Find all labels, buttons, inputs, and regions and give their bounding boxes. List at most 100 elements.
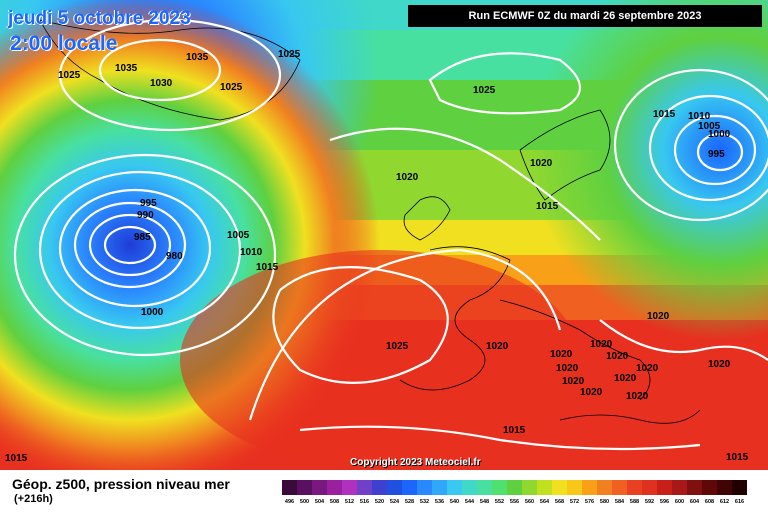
scale-swatch [642,480,657,495]
pressure-label: 1020 [636,363,659,374]
pressure-label: 1020 [606,351,629,362]
scale-swatch [522,480,537,495]
scale-swatch [312,480,327,495]
scale-swatch [462,480,477,495]
pressure-label: 1015 [503,425,526,436]
scale-swatch [357,480,372,495]
scale-value: 508 [329,499,340,505]
scale-value: 604 [689,499,700,505]
pressure-label: 1035 [115,63,138,74]
pressure-label: 1015 [5,453,28,464]
pressure-label: 980 [166,251,183,262]
scale-swatch [612,480,627,495]
pressure-label: 1015 [653,109,676,120]
pressure-label: 1020 [550,349,573,360]
pressure-label: 995 [140,198,157,209]
scale-value: 536 [434,499,445,505]
pressure-label: 1030 [150,78,173,89]
scale-swatch [447,480,462,495]
scale-swatch [477,480,492,495]
scale-value: 552 [494,499,505,505]
scale-swatch [342,480,357,495]
pressure-label: 1010 [688,111,711,122]
scale-swatch [282,480,297,495]
pressure-label: 985 [134,232,151,243]
scale-swatch [732,480,747,495]
scale-value: 564 [539,499,550,505]
scale-value: 576 [584,499,595,505]
pressure-label: 1020 [708,359,731,370]
pressure-label: 1020 [647,311,670,322]
scale-swatch [552,480,567,495]
scale-value: 496 [284,499,295,505]
scale-value: 540 [449,499,460,505]
pressure-label: 1020 [562,376,585,387]
pressure-label: 1005 [227,230,250,241]
pressure-label: 1000 [141,307,164,318]
forecast-time: 2:00 locale [10,32,118,55]
scale-swatch [717,480,732,495]
pressure-label: 990 [137,210,154,221]
scale-value: 532 [419,499,430,505]
scale-swatch [432,480,447,495]
color-scale-labels: 496 500 504 508 512 516 520 524 528 532 536 540 544 5… [282,499,747,505]
run-info-banner: Run ECMWF 0Z du mardi 26 septembre 2023 [408,5,762,27]
scale-value: 560 [524,499,535,505]
scale-value: 616 [734,499,745,505]
scale-swatch [417,480,432,495]
pressure-label: 1020 [396,172,419,183]
scale-value: 556 [509,499,520,505]
weather-map: 1025 1035 1030 1035 1025 1025 1025 1015 … [0,0,768,470]
scale-swatch [507,480,522,495]
scale-swatch [687,480,702,495]
scale-value: 592 [644,499,655,505]
scale-value: 524 [389,499,400,505]
scale-swatch [702,480,717,495]
scale-swatch [567,480,582,495]
pressure-label: 1025 [278,49,301,60]
pressure-label: 1020 [580,387,603,398]
pressure-label: 1015 [536,201,559,212]
scale-swatch [582,480,597,495]
scale-swatch [597,480,612,495]
scale-value: 500 [299,499,310,505]
scale-swatch [627,480,642,495]
pressure-label: 1020 [556,363,579,374]
scale-swatch [492,480,507,495]
scale-swatch [657,480,672,495]
scale-swatch [327,480,342,495]
pressure-label: 1025 [220,82,243,93]
pressure-label: 1015 [726,452,749,463]
pressure-label: 1020 [590,339,613,350]
pressure-label: 1025 [473,85,496,96]
pressure-label: 1005 [698,121,721,132]
map-title: Géop. z500, pression niveau mer [12,476,230,492]
scale-value: 516 [359,499,370,505]
scale-value: 544 [464,499,475,505]
scale-value: 608 [704,499,715,505]
pressure-label: 1025 [58,70,81,81]
scale-value: 612 [719,499,730,505]
scale-swatch [297,480,312,495]
scale-value: 568 [554,499,565,505]
scale-swatch [537,480,552,495]
pressure-label: 1025 [386,341,409,352]
scale-swatch [672,480,687,495]
scale-swatch [372,480,387,495]
scale-value: 548 [479,499,490,505]
pressure-label: 1020 [626,391,649,402]
pressure-label: 1015 [256,262,279,273]
pressure-label: 1035 [186,52,209,63]
pressure-label: 995 [708,149,725,160]
scale-value: 580 [599,499,610,505]
scale-swatch [387,480,402,495]
pressure-label: 1020 [486,341,509,352]
pressure-label: 1000 [708,129,731,140]
copyright-text: Copyright 2023 Meteociel.fr [350,457,481,468]
scale-value: 596 [659,499,670,505]
scale-value: 504 [314,499,325,505]
pressure-label: 1020 [614,373,637,384]
forecast-hour: (+216h) [14,493,53,505]
scale-value: 584 [614,499,625,505]
pressure-label: 1010 [240,247,263,258]
